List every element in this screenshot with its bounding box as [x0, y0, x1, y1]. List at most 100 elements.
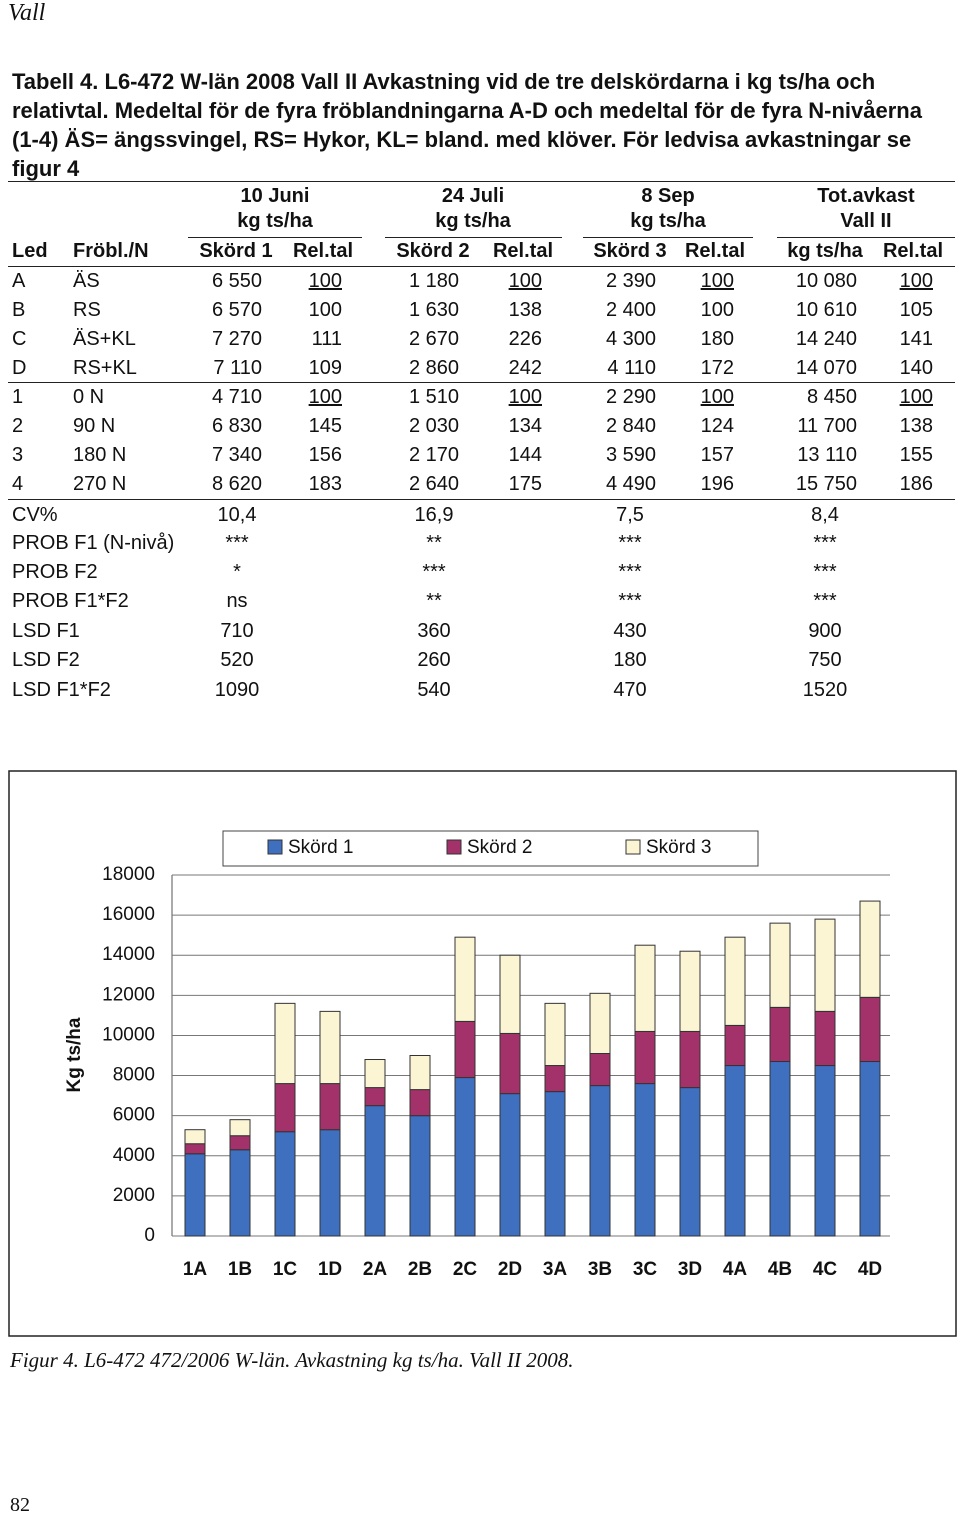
table-cell: 183 — [308, 473, 342, 495]
table-cell: 14 240 — [795, 328, 857, 350]
y-axis-label: Kg ts/ha — [64, 1017, 85, 1092]
y-tick-label: 10000 — [102, 1024, 155, 1045]
bar-segment — [319, 1083, 341, 1131]
stat-cell: 710 — [220, 620, 254, 642]
group-header: Vall II — [840, 210, 892, 232]
stat-cell: 1520 — [802, 679, 848, 701]
bar-segment — [229, 1149, 251, 1237]
x-tick-label: 4B — [768, 1259, 792, 1280]
table-cell: 2 400 — [605, 299, 656, 321]
stat-cell: LSD F2 — [12, 649, 80, 671]
stat-cell: *** — [225, 532, 249, 554]
bar-segment — [769, 1061, 791, 1237]
x-tick-label: 1A — [183, 1259, 208, 1280]
table-cell: 100 — [899, 270, 933, 292]
table-cell: 7 340 — [211, 444, 262, 466]
figure-caption: Figur 4. L6-472 472/2006 W-län. Avkastni… — [10, 1348, 574, 1372]
bar-segment — [229, 1119, 251, 1137]
table-cell: 226 — [508, 328, 542, 350]
table-cell: 100 — [508, 270, 542, 292]
table-cell: A — [12, 270, 26, 292]
stat-cell: 16,9 — [414, 504, 454, 526]
rule — [8, 266, 955, 267]
table-cell: 2 030 — [408, 415, 459, 437]
y-tick-label: 8000 — [113, 1065, 155, 1086]
column-header: Rel.tal — [882, 240, 944, 262]
bar-segment — [544, 1002, 566, 1067]
bar-segment — [859, 1061, 881, 1237]
stat-cell: CV% — [12, 504, 58, 526]
x-tick-label: 2B — [408, 1259, 432, 1280]
table-cell: 242 — [508, 357, 542, 379]
x-tick-label: 2D — [498, 1259, 522, 1280]
bar-segment — [499, 1032, 521, 1095]
table-cell: 4 — [12, 473, 24, 495]
table-cell: 109 — [308, 357, 342, 379]
table-cell: 111 — [311, 328, 342, 350]
table-cell: 6 570 — [211, 299, 262, 321]
table-cell: RS — [73, 299, 101, 321]
bar-segment — [724, 1065, 746, 1237]
stat-cell: 260 — [417, 649, 451, 671]
bar-segment — [229, 1135, 251, 1151]
stat-cell: 540 — [417, 679, 451, 701]
bar-segment — [364, 1087, 386, 1107]
table-cell: 3 590 — [605, 444, 656, 466]
legend-swatch — [267, 839, 283, 855]
bar-segment — [454, 936, 476, 1022]
page-number: 82 — [10, 1494, 30, 1516]
table-cell: 6 830 — [211, 415, 262, 437]
table-cell: 105 — [899, 299, 933, 321]
legend-label: Skörd 3 — [646, 837, 711, 858]
table-cell: 4 300 — [605, 328, 656, 350]
group-header: kg ts/ha — [630, 210, 706, 232]
table-cell: 6 550 — [211, 270, 262, 292]
table-cell: 2 860 — [408, 357, 459, 379]
table-cell: 2 290 — [605, 386, 656, 408]
rule — [188, 237, 362, 238]
x-tick-label: 2C — [453, 1259, 478, 1280]
stat-cell: 750 — [808, 649, 842, 671]
bar-segment — [589, 1085, 611, 1237]
group-header: kg ts/ha — [237, 210, 313, 232]
stat-cell: ns — [226, 590, 248, 612]
table-cell: 2 840 — [605, 415, 656, 437]
table-cell: 100 — [308, 386, 342, 408]
group-header: 8 Sep — [641, 185, 695, 207]
bar-segment — [859, 900, 881, 998]
x-tick-label: 3B — [588, 1259, 612, 1280]
bar-segment — [679, 1087, 701, 1237]
table-cell: 100 — [700, 270, 734, 292]
column-header: Fröbl./N — [73, 240, 149, 262]
group-header: 24 Juli — [441, 185, 505, 207]
x-tick-label: 4D — [858, 1259, 882, 1280]
stat-cell: PROB F1*F2 — [12, 590, 129, 612]
stat-cell: ** — [426, 532, 442, 554]
bar-segment — [319, 1129, 341, 1237]
column-header: Skörd 2 — [396, 240, 470, 262]
column-header: Skörd 1 — [199, 240, 273, 262]
table-cell: 140 — [899, 357, 933, 379]
bar-segment — [499, 1093, 521, 1237]
x-tick-label: 1D — [318, 1259, 342, 1280]
stat-cell: LSD F1*F2 — [12, 679, 111, 701]
stat-cell: *** — [813, 590, 837, 612]
bar-segment — [544, 1091, 566, 1237]
bar-segment — [814, 1010, 836, 1067]
table-cell: 15 750 — [795, 473, 857, 495]
table-cell: 14 070 — [795, 357, 857, 379]
bar-segment — [319, 1010, 341, 1085]
bar-segment — [499, 954, 521, 1034]
bar-segment — [184, 1153, 206, 1237]
stat-cell: PROB F2 — [12, 561, 98, 583]
rule — [583, 237, 753, 238]
stat-cell: *** — [813, 561, 837, 583]
stat-cell: * — [233, 561, 241, 583]
stat-cell: 430 — [613, 620, 647, 642]
y-tick-label: 12000 — [102, 984, 155, 1005]
bar-segment — [634, 1030, 656, 1085]
table-cell: 2 670 — [408, 328, 459, 350]
table-cell: 100 — [899, 386, 933, 408]
stat-cell: *** — [618, 561, 642, 583]
legend-box — [222, 830, 759, 867]
